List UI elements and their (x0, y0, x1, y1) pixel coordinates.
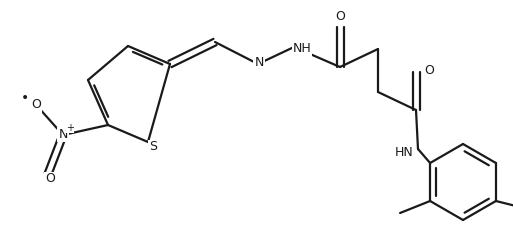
Text: •: • (21, 91, 29, 105)
Text: S: S (149, 141, 157, 153)
Text: N: N (254, 55, 264, 68)
Text: O: O (335, 10, 345, 23)
Text: +: + (66, 123, 74, 133)
Text: N: N (58, 128, 68, 141)
Text: O: O (31, 98, 41, 112)
Text: O: O (45, 173, 55, 186)
Text: HN: HN (394, 146, 413, 159)
Text: NH: NH (292, 43, 311, 55)
Text: O: O (424, 63, 434, 76)
